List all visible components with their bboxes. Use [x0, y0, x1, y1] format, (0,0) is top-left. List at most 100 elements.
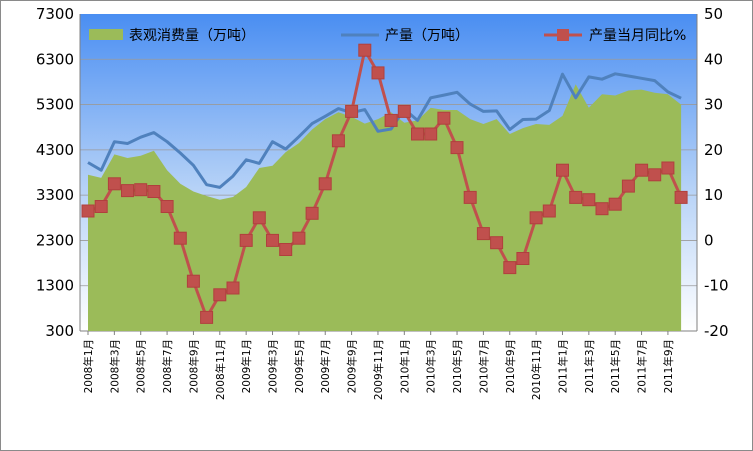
yoy-point-29	[463, 190, 477, 204]
x-tick-label: 2008年7月	[161, 339, 174, 393]
yoy-point-6	[160, 200, 174, 213]
x-tick-label: 2009年9月	[346, 339, 359, 393]
yoy-point-45	[674, 190, 688, 204]
x-tick-label: 2009年3月	[267, 339, 280, 393]
left-tick-label: 300	[45, 322, 74, 340]
left-axis-ticks: 300 1300 2300 3300 4300 5300 6300 7300	[36, 5, 74, 340]
left-tick-label: 2300	[36, 231, 74, 249]
x-tick-label: 2009年1月	[240, 339, 253, 393]
legend-swatch-marker	[557, 29, 569, 41]
yoy-point-22	[371, 66, 385, 80]
x-tick-label: 2010年3月	[425, 339, 438, 393]
yoy-point-15	[279, 243, 293, 256]
right-tick-label: -20	[704, 322, 729, 340]
right-tick-label: -10	[704, 277, 729, 295]
right-tick-label: 30	[704, 96, 723, 114]
yoy-point-3	[121, 184, 134, 198]
x-tick-label: 2010年5月	[451, 339, 464, 393]
legend-swatch-area	[89, 29, 123, 40]
yoy-point-43	[648, 168, 662, 182]
series-line-production-yoy	[87, 48, 683, 319]
x-axis-ticks: 2008年1月 2008年3月 2008年5月 2008年7月 2008年9月 2008年…	[82, 331, 675, 400]
yoy-point-16	[292, 231, 306, 245]
left-tick-label: 5300	[36, 96, 74, 114]
series-area-apparent-consumption	[88, 84, 682, 331]
x-tick-label: 2008年5月	[135, 339, 148, 393]
yoy-point-35	[542, 204, 556, 218]
yoy-point-9	[200, 310, 214, 324]
x-tick-label: 2008年11月	[214, 339, 227, 400]
yoy-point-36	[556, 163, 569, 177]
yoy-point-32	[503, 261, 517, 275]
yoy-point-41	[621, 179, 635, 193]
left-tick-label: 6300	[36, 50, 74, 68]
x-tick-label: 2010年9月	[504, 339, 517, 393]
yoy-point-10	[213, 288, 227, 302]
yoy-point-18	[318, 177, 332, 191]
yoy-point-39	[595, 202, 609, 216]
right-axis-ticks: -20 -10 0 10 20 30 40 50	[704, 5, 729, 340]
yoy-point-33	[516, 252, 530, 265]
x-tick-label: 2008年1月	[82, 339, 95, 393]
x-tick-label: 2008年9月	[187, 339, 200, 393]
yoy-point-20	[345, 104, 359, 118]
yoy-point-7	[173, 231, 187, 245]
legend: 表观消费量（万吨） 产量（万吨） 产量当月同比%	[89, 28, 686, 44]
left-tick-label: 1300	[36, 277, 74, 295]
yoy-point-8	[186, 274, 200, 288]
yoy-point-26	[424, 127, 438, 141]
x-tick-label: 2009年11月	[372, 339, 385, 400]
yoy-point-11	[226, 281, 240, 295]
yoy-point-40	[608, 197, 622, 211]
x-tick-label: 2010年1月	[398, 339, 411, 393]
yoy-point-38	[582, 193, 596, 207]
yoy-point-13	[252, 211, 266, 225]
legend-label: 产量当月同比%	[589, 28, 686, 44]
right-tick-label: 0	[704, 231, 714, 249]
left-tick-label: 7300	[36, 5, 74, 23]
yoy-point-27	[437, 111, 451, 125]
legend-entry-1: 产量（万吨）	[341, 28, 469, 44]
yoy-point-28	[450, 141, 464, 155]
right-tick-label: 50	[704, 5, 723, 23]
yoy-point-14	[266, 233, 279, 247]
legend-entry-2: 产量当月同比%	[544, 28, 686, 44]
yoy-point-42	[635, 163, 649, 177]
x-tick-label: 2009年5月	[293, 339, 306, 393]
yoy-point-0	[81, 204, 95, 218]
x-tick-label: 2011年3月	[583, 339, 596, 393]
left-tick-label: 4300	[36, 141, 74, 159]
x-tick-label: 2010年11月	[530, 339, 543, 400]
yoy-point-25	[411, 127, 424, 141]
yoy-point-21	[358, 43, 372, 57]
yoy-point-23	[384, 113, 398, 127]
right-tick-label: 20	[704, 141, 723, 159]
right-tick-label: 40	[704, 50, 723, 68]
x-tick-label: 2011年5月	[609, 339, 622, 393]
x-tick-label: 2011年1月	[557, 339, 570, 393]
yoy-point-4	[134, 183, 148, 197]
yoy-point-24	[397, 104, 411, 118]
right-tick-label: 10	[704, 186, 723, 204]
yoy-point-12	[239, 233, 253, 247]
x-tick-label: 2011年7月	[636, 339, 649, 393]
yoy-point-30	[476, 227, 490, 241]
series-line-production	[87, 72, 682, 189]
x-tick-label: 2011年9月	[662, 339, 675, 393]
yoy-markers	[81, 43, 688, 324]
left-tick-label: 3300	[36, 186, 74, 204]
yoy-point-31	[490, 236, 504, 250]
x-tick-label: 2008年3月	[108, 339, 121, 393]
yoy-point-19	[331, 134, 345, 148]
yoy-point-17	[305, 206, 319, 220]
x-tick-label: 2009年7月	[319, 339, 332, 393]
legend-label: 表观消费量（万吨）	[129, 28, 255, 44]
legend-entry-0: 表观消费量（万吨）	[89, 28, 255, 44]
yoy-point-44	[661, 161, 675, 175]
legend-label: 产量（万吨）	[385, 28, 469, 44]
yoy-point-2	[107, 177, 121, 191]
x-tick-label: 2010年7月	[477, 339, 490, 393]
yoy-point-5	[147, 185, 161, 198]
